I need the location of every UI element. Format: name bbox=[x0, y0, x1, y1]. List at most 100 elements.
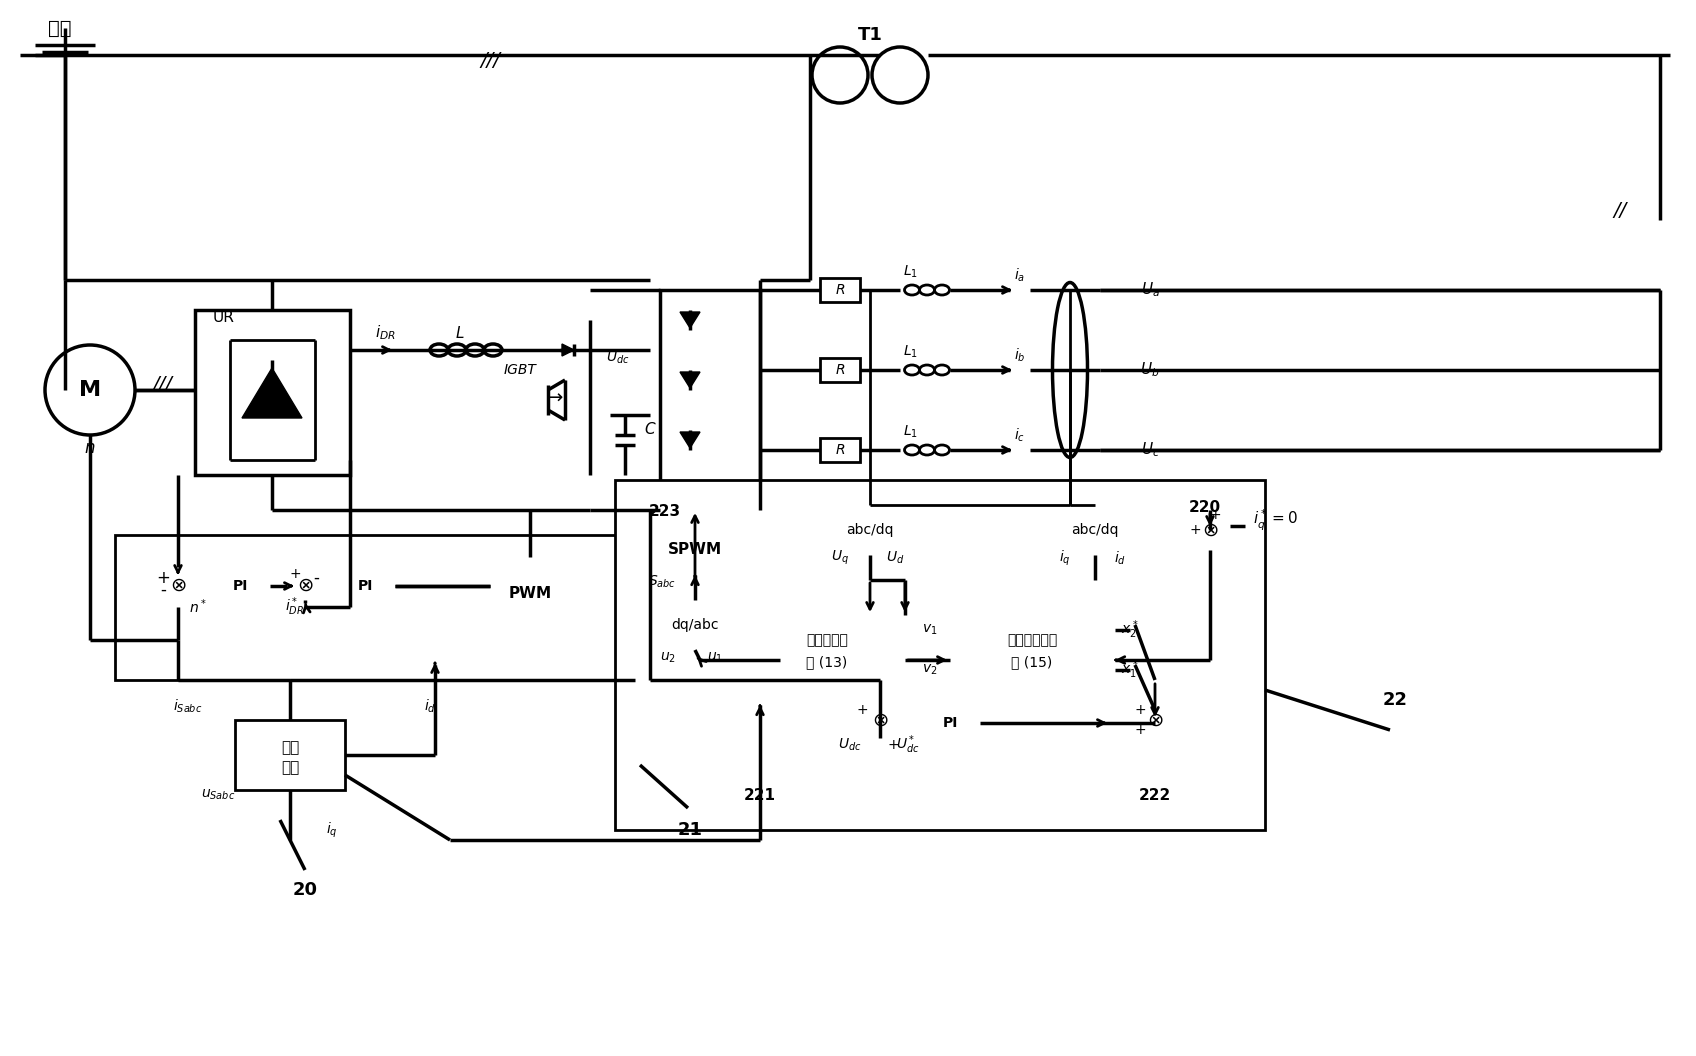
Text: $i_{Sabc}$: $i_{Sabc}$ bbox=[173, 697, 204, 715]
Text: $i_{DR}^*$: $i_{DR}^*$ bbox=[285, 596, 305, 619]
Text: $U_d$: $U_d$ bbox=[885, 550, 904, 566]
Text: $U_a$: $U_a$ bbox=[1140, 281, 1160, 299]
Text: T1: T1 bbox=[858, 26, 882, 44]
Text: $i_c$: $i_c$ bbox=[1014, 427, 1026, 444]
Ellipse shape bbox=[448, 344, 466, 356]
Polygon shape bbox=[680, 312, 700, 328]
Text: $U_c$: $U_c$ bbox=[1141, 440, 1160, 459]
Text: $n^*$: $n^*$ bbox=[188, 598, 207, 617]
Ellipse shape bbox=[934, 365, 950, 375]
Bar bbox=[236, 720, 344, 790]
Text: $i_q$: $i_q$ bbox=[1060, 548, 1070, 568]
Text: IGBT: IGBT bbox=[504, 363, 536, 377]
Text: +: + bbox=[1209, 508, 1221, 522]
Text: $i_a$: $i_a$ bbox=[1014, 266, 1026, 284]
Text: $i_q^*=0$: $i_q^*=0$ bbox=[1253, 508, 1297, 532]
Text: $U_b$: $U_b$ bbox=[1140, 361, 1160, 379]
Ellipse shape bbox=[806, 505, 934, 555]
Text: $v_2$: $v_2$ bbox=[923, 663, 938, 677]
Text: $U_{dc}$: $U_{dc}$ bbox=[605, 350, 629, 366]
Text: PI: PI bbox=[358, 579, 373, 593]
Circle shape bbox=[46, 345, 136, 435]
Ellipse shape bbox=[919, 285, 934, 295]
Ellipse shape bbox=[483, 344, 502, 356]
Circle shape bbox=[1191, 510, 1230, 550]
Text: $u_2$: $u_2$ bbox=[660, 650, 677, 665]
Text: 精确线性化: 精确线性化 bbox=[806, 633, 848, 647]
Text: R: R bbox=[834, 283, 845, 297]
Text: $v_1$: $v_1$ bbox=[923, 623, 938, 637]
Text: L: L bbox=[456, 325, 465, 340]
Polygon shape bbox=[680, 372, 700, 388]
Text: $L_1$: $L_1$ bbox=[902, 423, 918, 440]
Text: n: n bbox=[85, 439, 95, 457]
Text: abc/dq: abc/dq bbox=[1072, 523, 1119, 538]
Bar bbox=[750, 615, 906, 705]
Circle shape bbox=[862, 702, 897, 738]
Text: $x_2^*$: $x_2^*$ bbox=[1121, 619, 1138, 641]
Circle shape bbox=[812, 48, 868, 103]
Text: 20: 20 bbox=[292, 881, 317, 899]
Bar bbox=[115, 535, 680, 680]
Text: -: - bbox=[159, 581, 166, 599]
Text: 谐波: 谐波 bbox=[282, 740, 298, 755]
Text: PI: PI bbox=[943, 716, 958, 730]
Text: ///: /// bbox=[480, 51, 500, 70]
Text: $L_1$: $L_1$ bbox=[902, 344, 918, 360]
Bar bbox=[819, 358, 860, 382]
Text: $u_{Sabc}$: $u_{Sabc}$ bbox=[200, 788, 236, 803]
Text: 22: 22 bbox=[1382, 691, 1408, 709]
Bar bbox=[639, 525, 750, 576]
Text: $i_d$: $i_d$ bbox=[1114, 549, 1126, 567]
Text: ///: /// bbox=[153, 375, 171, 394]
Text: ⊗: ⊗ bbox=[1146, 711, 1163, 730]
Text: C: C bbox=[644, 422, 655, 437]
Ellipse shape bbox=[904, 285, 919, 295]
Text: $i_d$: $i_d$ bbox=[424, 697, 436, 715]
Text: 式 (13): 式 (13) bbox=[806, 655, 848, 670]
Bar bbox=[490, 576, 570, 610]
Circle shape bbox=[872, 48, 928, 103]
Text: 222: 222 bbox=[1140, 788, 1172, 803]
Text: $i_{DR}$: $i_{DR}$ bbox=[375, 323, 395, 342]
Text: UR: UR bbox=[214, 310, 234, 325]
Text: +: + bbox=[1135, 723, 1146, 737]
Text: ⊗: ⊗ bbox=[297, 576, 314, 595]
Text: PWM: PWM bbox=[509, 585, 551, 601]
Bar bbox=[919, 712, 980, 734]
Text: R: R bbox=[834, 363, 845, 377]
Text: abc/dq: abc/dq bbox=[846, 523, 894, 538]
Polygon shape bbox=[680, 432, 700, 448]
Text: $x_1^*$: $x_1^*$ bbox=[1121, 659, 1138, 681]
Bar bbox=[634, 499, 1235, 810]
Bar bbox=[195, 310, 349, 475]
Text: 21: 21 bbox=[677, 821, 702, 840]
Text: $S_{abc}$: $S_{abc}$ bbox=[648, 573, 677, 590]
Text: $u_1$: $u_1$ bbox=[707, 650, 722, 665]
Text: R: R bbox=[834, 444, 845, 457]
Bar bbox=[660, 290, 760, 510]
Text: +: + bbox=[856, 703, 868, 717]
Text: $U_q$: $U_q$ bbox=[831, 549, 850, 567]
Bar bbox=[819, 438, 860, 463]
Circle shape bbox=[287, 567, 322, 603]
Text: +: + bbox=[1135, 703, 1146, 717]
Ellipse shape bbox=[919, 365, 934, 375]
Ellipse shape bbox=[904, 445, 919, 455]
Text: SPWM: SPWM bbox=[668, 543, 722, 558]
Text: +: + bbox=[1189, 523, 1201, 538]
Ellipse shape bbox=[934, 285, 950, 295]
Text: ⊗: ⊗ bbox=[872, 711, 889, 730]
Text: $i_b$: $i_b$ bbox=[1014, 346, 1026, 363]
Text: $U_{dc}^*$: $U_{dc}^*$ bbox=[895, 734, 919, 756]
Text: 变结构控制律: 变结构控制律 bbox=[1007, 633, 1057, 647]
Text: -: - bbox=[314, 569, 319, 587]
Text: +: + bbox=[290, 567, 300, 581]
Text: →: → bbox=[546, 389, 563, 408]
Text: 223: 223 bbox=[650, 505, 682, 520]
Text: //: // bbox=[1613, 201, 1626, 220]
Text: 式 (15): 式 (15) bbox=[1011, 655, 1053, 670]
Circle shape bbox=[159, 567, 197, 603]
Ellipse shape bbox=[934, 445, 950, 455]
Text: PI: PI bbox=[232, 579, 248, 593]
